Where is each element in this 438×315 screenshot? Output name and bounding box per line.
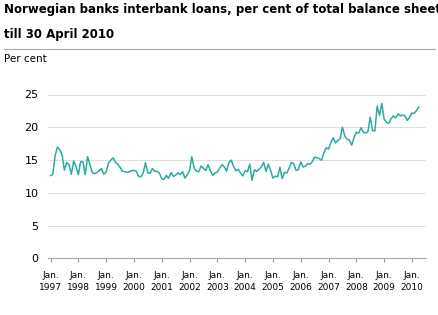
- Text: 2005: 2005: [261, 284, 284, 293]
- Text: 2004: 2004: [233, 284, 256, 293]
- Text: 2009: 2009: [372, 284, 395, 293]
- Text: Jan.: Jan.: [236, 271, 253, 280]
- Text: 2001: 2001: [150, 284, 173, 293]
- Text: Jan.: Jan.: [208, 271, 225, 280]
- Text: 2006: 2006: [289, 284, 311, 293]
- Text: 1998: 1998: [67, 284, 90, 293]
- Text: Jan.: Jan.: [347, 271, 364, 280]
- Text: Jan.: Jan.: [292, 271, 308, 280]
- Text: 1999: 1999: [95, 284, 117, 293]
- Text: 2000: 2000: [122, 284, 145, 293]
- Text: 2003: 2003: [205, 284, 228, 293]
- Text: till 30 April 2010: till 30 April 2010: [4, 28, 114, 41]
- Text: Jan.: Jan.: [125, 271, 142, 280]
- Text: Jan.: Jan.: [70, 271, 86, 280]
- Text: 2008: 2008: [344, 284, 367, 293]
- Text: Jan.: Jan.: [181, 271, 198, 280]
- Text: Jan.: Jan.: [319, 271, 336, 280]
- Text: Jan.: Jan.: [403, 271, 419, 280]
- Text: Jan.: Jan.: [264, 271, 281, 280]
- Text: Jan.: Jan.: [42, 271, 59, 280]
- Text: 1997: 1997: [39, 284, 62, 293]
- Text: 2010: 2010: [399, 284, 422, 293]
- Text: Per cent: Per cent: [4, 54, 47, 64]
- Text: Norwegian banks interbank loans, per cent of total balance sheet,: Norwegian banks interbank loans, per cen…: [4, 3, 438, 16]
- Text: 2007: 2007: [316, 284, 339, 293]
- Text: 2002: 2002: [178, 284, 201, 293]
- Text: Jan.: Jan.: [375, 271, 392, 280]
- Text: Jan.: Jan.: [153, 271, 170, 280]
- Text: Jan.: Jan.: [98, 271, 114, 280]
